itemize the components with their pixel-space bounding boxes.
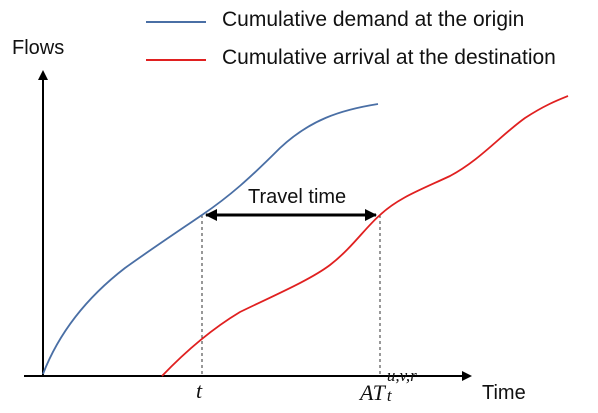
tick-label-at-sub: t (386, 386, 392, 405)
y-axis-title: Flows (12, 37, 65, 59)
x-axis-title: Time (482, 382, 526, 404)
tick-label-t: t (196, 378, 203, 403)
tick-label-at: AT u,v,r t (360, 366, 431, 406)
tick-label-at-base: AT (360, 380, 385, 405)
arrival-curve (161, 95, 569, 377)
legend-label-arrival: Cumulative arrival at the destination (222, 46, 556, 69)
tick-label-at-sup: u,v,r (386, 366, 417, 385)
demand-curve (42, 103, 379, 375)
legend-label-demand: Cumulative demand at the origin (222, 8, 525, 31)
travel-time-label: Travel time (248, 186, 347, 208)
